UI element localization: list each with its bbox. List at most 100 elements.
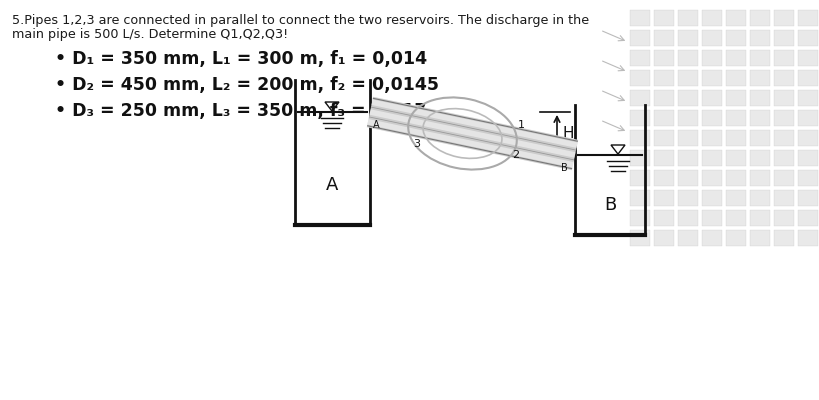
Bar [630,90,650,106]
Bar [750,130,770,146]
Bar [798,110,818,126]
Bar [726,70,746,86]
Bar [702,170,722,186]
Bar [702,110,722,126]
Text: 1: 1 [518,120,525,130]
Bar [726,90,746,106]
Bar [654,230,674,246]
Text: A: A [326,176,339,194]
Bar [654,130,674,146]
Bar [774,150,794,166]
Bar [774,10,794,26]
Bar [702,150,722,166]
Bar [750,210,770,226]
Bar [726,230,746,246]
Bar [774,230,794,246]
Bar [798,210,818,226]
Bar [750,30,770,46]
Bar [630,210,650,226]
Bar [798,90,818,106]
Bar [702,230,722,246]
Bar [774,130,794,146]
Bar [678,70,698,86]
Bar [702,190,722,206]
Bar [774,170,794,186]
Bar [798,30,818,46]
Bar [678,90,698,106]
Text: 5.Pipes 1,2,3 are connected in parallel to connect the two reservoirs. The disch: 5.Pipes 1,2,3 are connected in parallel … [12,14,589,27]
Bar [726,190,746,206]
Bar [630,110,650,126]
Text: B: B [561,163,568,173]
Bar [702,90,722,106]
Bar [678,130,698,146]
Bar [798,50,818,66]
Text: A: A [373,120,380,130]
Bar [750,110,770,126]
Bar [798,130,818,146]
Bar [678,170,698,186]
Bar [654,90,674,106]
Text: 2: 2 [512,150,519,160]
Bar [678,50,698,66]
Bar [702,30,722,46]
Bar [678,230,698,246]
Bar [654,190,674,206]
Bar [630,70,650,86]
Bar [630,170,650,186]
Bar [774,30,794,46]
Bar [774,110,794,126]
Bar [702,130,722,146]
Bar [750,10,770,26]
Bar [726,150,746,166]
Bar [630,130,650,146]
Bar [726,210,746,226]
Bar [678,150,698,166]
Bar [774,90,794,106]
Bar [630,150,650,166]
Bar [654,50,674,66]
Bar [726,170,746,186]
Bar [774,70,794,86]
Bar [678,10,698,26]
Text: • D₃ = 250 mm, L₃ = 350 m, f₃ = 0,017: • D₃ = 250 mm, L₃ = 350 m, f₃ = 0,017 [55,102,427,120]
Bar [798,190,818,206]
Bar [630,50,650,66]
Text: H: H [562,126,573,141]
Text: B: B [604,196,616,214]
Bar [750,90,770,106]
Bar [702,210,722,226]
Bar [750,190,770,206]
Bar [798,10,818,26]
Bar [726,50,746,66]
Bar [654,10,674,26]
Bar [750,150,770,166]
Bar [774,190,794,206]
Bar [654,150,674,166]
Bar [726,130,746,146]
Bar [654,30,674,46]
Bar [678,190,698,206]
Bar [774,50,794,66]
Bar [702,10,722,26]
Bar [630,10,650,26]
Bar [630,30,650,46]
Bar [798,70,818,86]
Bar [654,210,674,226]
Bar [678,30,698,46]
Bar [750,70,770,86]
Bar [654,110,674,126]
Bar [630,190,650,206]
Text: • D₁ = 350 mm, L₁ = 300 m, f₁ = 0,014: • D₁ = 350 mm, L₁ = 300 m, f₁ = 0,014 [55,50,428,68]
Bar [630,230,650,246]
Bar [750,230,770,246]
Text: • D₂ = 450 mm, L₂ = 200 m, f₂ = 0,0145: • D₂ = 450 mm, L₂ = 200 m, f₂ = 0,0145 [55,76,439,94]
Bar [798,150,818,166]
Bar [750,50,770,66]
Bar [726,30,746,46]
Bar [798,230,818,246]
Bar [678,110,698,126]
Bar [654,70,674,86]
Bar [774,210,794,226]
Text: 3: 3 [414,139,420,149]
